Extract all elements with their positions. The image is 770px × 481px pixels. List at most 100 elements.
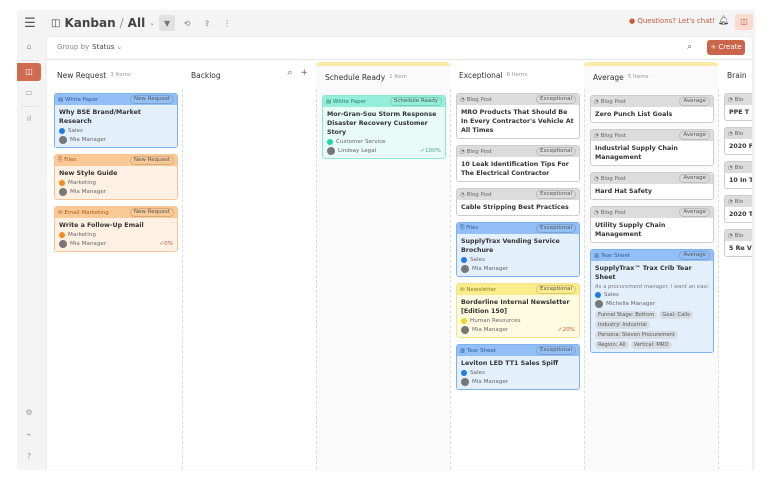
kanban-nav-icon[interactable]: ◫ — [17, 63, 41, 81]
kanban-card[interactable]: ✉ Newsletter Exceptional Borderline Intern… — [456, 283, 580, 338]
department-dot — [59, 128, 65, 134]
filter-icon[interactable]: ▼ — [159, 15, 176, 31]
card-list: ◔ Blo PPE T ◔ Blo 2020 For T ◔ Blo 10 In Tips… — [724, 93, 752, 257]
card-body: New Style Guide Marketing Mia Manager — [55, 166, 177, 199]
kanban-card[interactable]: ◔ Blo 2020 For T — [724, 127, 752, 155]
kanban-card[interactable]: ⎘ Files Exceptional SupplyTrax Vending Ser… — [456, 222, 580, 277]
card-title: SupplyTrax Vending Service Brochure — [461, 238, 560, 254]
column-title: Schedule Ready — [325, 72, 386, 82]
card-type-label: Newsletter — [466, 286, 497, 293]
settings-icon[interactable]: ⚙ — [25, 408, 33, 417]
status-badge: Schedule Ready — [389, 97, 442, 106]
bell-icon[interactable]: 🔔︎ — [717, 16, 729, 26]
card-header: ◔ Blo — [725, 162, 752, 173]
help-icon[interactable]: ? — [26, 452, 32, 461]
book-icon[interactable]: ◫ — [735, 14, 753, 30]
owner: Mia Manager — [59, 136, 173, 144]
group-by[interactable]: Group by Status ⌄ — [57, 43, 123, 51]
card-type-label: Blog Post — [600, 132, 626, 139]
kanban-card[interactable]: ◔ Blog Post Exceptional 10 Leak Identifica… — [456, 145, 580, 182]
add-icon[interactable]: + — [300, 68, 308, 78]
content-type-icon: ◔ — [728, 96, 735, 103]
kanban-card[interactable]: ▤ White Paper Schedule Ready Mor-Gran-Sou … — [322, 95, 446, 159]
card-header: ▤ White Paper Schedule Ready — [323, 96, 445, 107]
announcements-icon[interactable]: ⌁ — [26, 430, 32, 439]
card-type-label: Tear Sheet — [600, 252, 631, 259]
home-icon[interactable]: ⌂ — [26, 42, 32, 51]
card-header: ▤ White Paper New Request — [55, 94, 177, 105]
kanban-card[interactable]: ◔ Blog Post Average Hard Hat Safety — [590, 172, 714, 200]
kanban-card[interactable]: ◔ Blo 2020 Tran Unde — [724, 195, 752, 223]
content-type-icon: ▤ — [58, 96, 65, 103]
owner-name: Mia Manager — [472, 327, 509, 333]
column-average: Average 5 Items ◔ Blog Post Average Zero Pun… — [584, 62, 718, 470]
chevron-down-icon[interactable]: ⌄ — [149, 19, 156, 27]
kanban-card[interactable]: ◔ Blog Post Exceptional Cable Stripping Be… — [456, 188, 580, 216]
department-label: Human Resources — [470, 318, 521, 324]
automation-icon[interactable]: ⟲ — [183, 18, 191, 28]
kanban-card[interactable]: ◔ Blog Post Average Zero Punch List Goals — [590, 95, 714, 123]
department-dot — [461, 318, 467, 324]
share-icon[interactable]: ⇪ — [203, 18, 211, 28]
view-selector[interactable]: All — [127, 16, 146, 30]
card-body: Leviton LED TT1 Sales Spiff Sales Mia Mana… — [457, 356, 579, 389]
kanban-card[interactable]: ⎘ Files New Request New Style Guide Marketi… — [54, 154, 178, 200]
kanban-card[interactable]: ◔ Blog Post Average Utility Supply Chain M… — [590, 206, 714, 243]
department-label: Sales — [604, 292, 619, 298]
kanban-card[interactable]: ✉ Email Marketing New Request Write a Foll… — [54, 206, 178, 252]
card-title: Hard Hat Safety — [595, 188, 652, 195]
menu-icon[interactable]: ☰ — [24, 15, 36, 31]
search-icon[interactable]: ⌕ — [287, 68, 293, 78]
status-badge: New Request — [129, 95, 174, 104]
card-type-label: White Paper — [332, 98, 367, 105]
kanban-card[interactable]: ◔ Blo PPE T — [724, 93, 752, 121]
kanban-card[interactable]: ◔ Blo 5 Re Vis A — [724, 229, 752, 257]
card-header: ◔ Blo — [725, 94, 752, 105]
content-type-icon: ◔ — [728, 130, 735, 137]
card-header: ✉ Email Marketing New Request — [55, 207, 177, 218]
search-icon[interactable]: ⌕ — [686, 42, 692, 52]
card-type-label: Files — [64, 157, 77, 163]
card-type-label: Email Marketing — [64, 209, 109, 216]
status-badge: New Request — [129, 208, 174, 217]
kanban-card[interactable]: ◔ Blo 10 In Tips — [724, 161, 752, 189]
card-title: MRO Products That Should Be In Every Con… — [461, 109, 574, 134]
owner: Mia Manager — [59, 188, 173, 196]
card-body: Why BSE Brand/Market Research Sales Mia Ma… — [55, 105, 177, 147]
avatar — [595, 300, 603, 308]
card-header: ◔ Blo — [725, 128, 752, 139]
card-body: PPE T — [725, 105, 752, 120]
kanban-card[interactable]: ◔ Blog Post Average Industrial Supply Chai… — [590, 129, 714, 166]
department-dot — [59, 232, 65, 238]
department: Human Resources — [461, 318, 575, 324]
progress: ✓0% — [159, 241, 173, 247]
analytics-icon[interactable]: ıl — [26, 114, 32, 123]
column-backlog: Backlog ⌕ + — [182, 64, 316, 470]
column-divider — [182, 89, 183, 470]
card-type: ◔ Blog Post — [460, 149, 492, 155]
department-dot — [327, 139, 333, 145]
chat-link[interactable]: ● Questions? Let's chat! — [629, 17, 715, 25]
group-by-value[interactable]: Status — [92, 43, 115, 51]
kanban-card[interactable]: ▥ Tear Sheet Average SupplyTrax™ Trax Crib… — [590, 249, 714, 353]
card-header: ✉ Newsletter Exceptional — [457, 284, 579, 295]
card-type: ◔ Blog Post — [594, 176, 626, 182]
column-divider — [450, 89, 451, 470]
content-type-icon: ◔ — [460, 191, 467, 198]
column-header: Exceptional 6 Items — [450, 64, 584, 86]
card-title: Industrial Supply Chain Management — [595, 145, 678, 161]
kanban-card[interactable]: ▥ Tear Sheet Exceptional Leviton LED TT1 S… — [456, 344, 580, 390]
kanban-card[interactable]: ◔ Blog Post Exceptional MRO Products That … — [456, 93, 580, 139]
column-divider — [316, 89, 317, 470]
card-type: ◔ Blog Post — [594, 99, 626, 105]
card-header: ◔ Blog Post Average — [591, 96, 713, 107]
owner: Mia Manager ✓0% — [59, 240, 173, 248]
kanban-card[interactable]: ▤ White Paper New Request Why BSE Brand/Ma… — [54, 93, 178, 148]
card-title: Write a Follow-Up Email — [59, 222, 144, 229]
more-icon[interactable]: ⋮ — [223, 18, 232, 28]
card-title: 2020 Tran Unde — [729, 211, 752, 218]
calendar-icon[interactable]: ▭ — [25, 88, 33, 97]
card-header: ◔ Blog Post Exceptional — [457, 189, 579, 200]
create-button[interactable]: + Create — [707, 40, 745, 55]
card-body: Write a Follow-Up Email Marketing Mia Mana… — [55, 218, 177, 251]
